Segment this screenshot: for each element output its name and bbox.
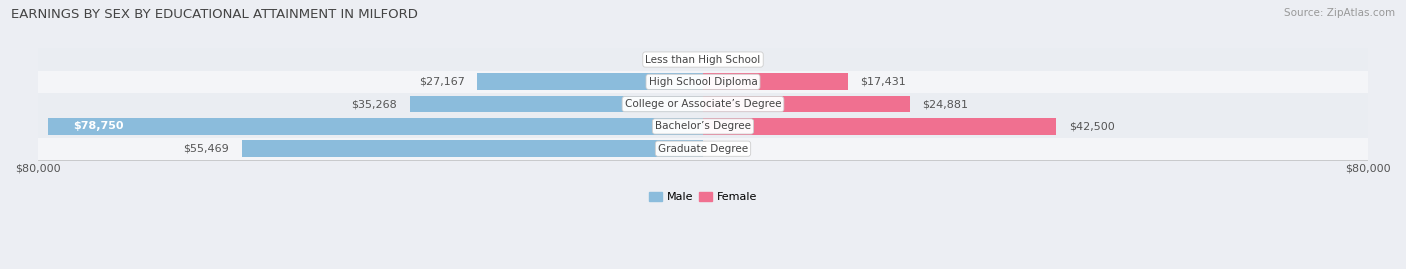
Bar	[38, 115, 1368, 137]
Text: EARNINGS BY SEX BY EDUCATIONAL ATTAINMENT IN MILFORD: EARNINGS BY SEX BY EDUCATIONAL ATTAINMEN…	[11, 8, 418, 21]
Bar	[409, 96, 703, 112]
Bar	[48, 118, 703, 135]
Text: $35,268: $35,268	[352, 99, 398, 109]
Text: $17,431: $17,431	[860, 77, 905, 87]
Text: Less than High School: Less than High School	[645, 55, 761, 65]
Text: $78,750: $78,750	[73, 121, 124, 132]
Text: $0: $0	[724, 55, 738, 65]
Text: $27,167: $27,167	[419, 77, 464, 87]
Text: High School Diploma: High School Diploma	[648, 77, 758, 87]
Bar	[242, 140, 703, 157]
Text: $42,500: $42,500	[1069, 121, 1115, 132]
Text: College or Associate’s Degree: College or Associate’s Degree	[624, 99, 782, 109]
Text: $55,469: $55,469	[184, 144, 229, 154]
Text: $0: $0	[668, 55, 682, 65]
Bar	[703, 96, 910, 112]
Bar	[703, 118, 1056, 135]
Text: $0: $0	[724, 144, 738, 154]
Legend: Male, Female: Male, Female	[644, 187, 762, 207]
Bar	[38, 48, 1368, 71]
Bar	[703, 73, 848, 90]
Text: $24,881: $24,881	[922, 99, 969, 109]
Bar	[38, 93, 1368, 115]
Bar	[38, 137, 1368, 160]
Text: Graduate Degree: Graduate Degree	[658, 144, 748, 154]
Text: Source: ZipAtlas.com: Source: ZipAtlas.com	[1284, 8, 1395, 18]
Bar	[477, 73, 703, 90]
Text: Bachelor’s Degree: Bachelor’s Degree	[655, 121, 751, 132]
Bar	[38, 71, 1368, 93]
